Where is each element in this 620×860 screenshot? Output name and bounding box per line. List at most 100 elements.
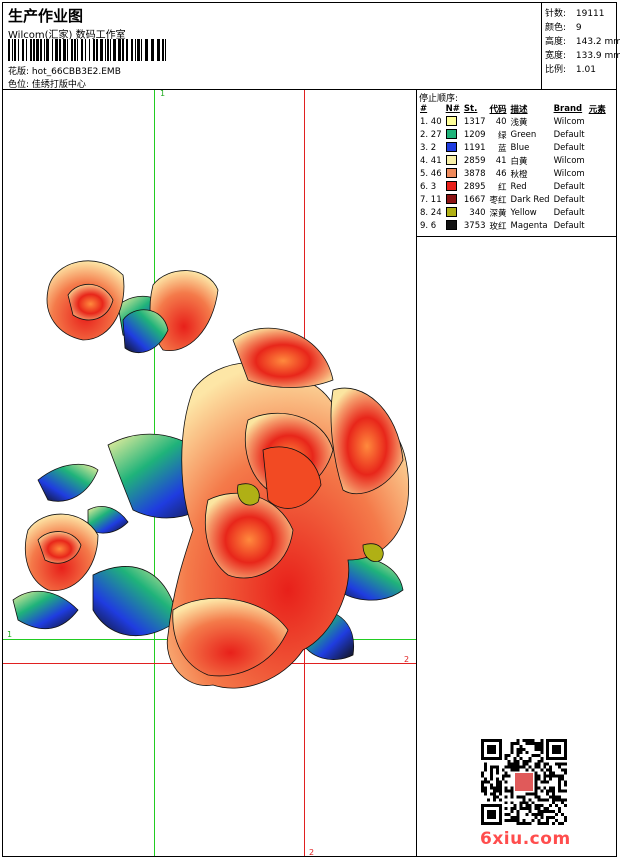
table-row: 8. 24 340 深黄 Yellow Default [418,206,608,219]
guide-label-bottom: 2 [309,848,315,857]
leaf-shape [92,566,179,637]
color-legend: 停止顺序: # N# St. 代码 描述 Brand 元素 1. 40 1317 4… [417,90,616,237]
qr-code [481,739,567,825]
stitch-count: 3878 [463,168,486,179]
color-code: 40 [495,116,507,127]
color-description: Yellow [510,207,537,218]
brand-name: Wilcom [553,116,585,127]
row-number: 8. 24 [420,207,442,218]
stat-row: 宽度: 133.9 mm [545,51,620,61]
swatch-box [445,129,457,140]
element-cell [587,167,608,180]
site-label: 色位: [8,80,30,90]
row-number: 7. 11 [420,194,442,205]
color-table: # N# St. 代码 描述 Brand 元素 1. 40 1317 40 浅黄 Wil… [418,103,608,232]
stitch-count: 2895 [463,181,486,192]
color-swatch [444,219,462,232]
color-swatch [444,193,462,206]
brand-name: Default [553,220,585,231]
color-code: 红 [498,182,507,193]
color-code: 枣红 [489,195,507,206]
color-swatch [444,128,462,141]
element-cell [587,219,608,232]
column-header: Brand [553,104,583,114]
stitch-count: 2859 [463,155,486,166]
petal-shape [172,597,289,677]
site-line: 色位: 佳绣打版中心 [8,77,86,90]
swatch-box [445,181,457,192]
watermark-logo: 6xiu.com [480,829,571,849]
element-cell [587,154,608,167]
petal-shape [37,531,82,564]
stitch-count: 1191 [463,142,486,153]
table-row: 4. 41 2859 41 白黄 Wilcom [418,154,608,167]
stamen-shape [362,543,384,562]
color-description: Green [510,129,537,140]
color-code: 深黄 [489,208,507,219]
element-cell [587,193,608,206]
brand-name: Default [553,207,585,218]
petal-shape [232,327,334,388]
stat-row: 高度: 143.2 mm [545,37,620,47]
column-header: 描述 [510,105,528,115]
barcode [8,39,166,61]
brand-name: Default [553,181,585,192]
color-description: Magenta [510,220,548,231]
color-swatch [444,141,462,154]
header-divider [3,89,616,90]
brand-name: Default [553,142,585,153]
swatch-box [445,168,457,179]
row-number: 9. 6 [420,220,437,231]
element-cell [587,128,608,141]
table-header-row: # N# St. 代码 描述 Brand 元素 [418,103,608,115]
leaf-shape [37,463,99,502]
table-row: 3. 2 1191 蓝 Blue Default [418,141,608,154]
table-row: 2. 27 1209 绿 Green Default [418,128,608,141]
petal-shape [67,283,114,321]
stitch-count: 1317 [463,116,486,127]
sheet-title: 生产作业图 [8,7,84,25]
element-cell [587,141,608,154]
color-code: 41 [495,155,507,166]
site-name: 佳绣打版中心 [31,80,86,90]
swatch-box [445,207,457,218]
color-swatch [444,180,462,193]
color-swatch [444,154,462,167]
stats-panel: 针数: 19111 颜色: 9 高度: 143.2 mm 宽度: 133.9 m… [541,3,620,89]
stat-row: 比例: 1.01 [545,65,596,75]
petal-shape [330,387,404,494]
color-description: Red [510,181,527,192]
color-swatch [444,206,462,219]
stitch-count: 340 [469,207,486,218]
stitch-count: 1209 [463,129,486,140]
element-cell [587,206,608,219]
color-description: 白黄 [510,156,528,167]
row-number: 3. 2 [420,142,437,153]
color-code: 蓝 [498,143,507,154]
row-number: 4. 41 [420,155,442,166]
column-header: 元素 [588,105,606,115]
element-cell [587,180,608,193]
row-number: 2. 27 [420,129,442,140]
row-number: 6. 3 [420,181,437,192]
color-swatch [444,115,462,128]
row-number: 1. 40 [420,116,442,127]
swatch-box [445,194,457,205]
color-code: 绿 [498,130,507,141]
row-number: 5. 46 [420,168,442,179]
color-description: Blue [510,142,530,153]
stamen-shape [237,483,260,506]
table-row: 6. 3 2895 红 Red Default [418,180,608,193]
swatch-box [445,155,457,166]
stitch-count: 3753 [463,220,486,231]
guide-label-right: 2 [404,655,410,664]
legend-title: 停止顺序: [419,94,459,104]
embroidery-design [12,260,410,689]
table-row: 7. 11 1667 枣红 Dark Red Default [418,193,608,206]
table-row: 5. 46 3878 46 秋橙 Wilcom [418,167,608,180]
color-code: 46 [495,168,507,179]
color-code: 玫红 [489,221,507,232]
leaf-shape [12,591,79,629]
leaf-shape [122,309,169,353]
